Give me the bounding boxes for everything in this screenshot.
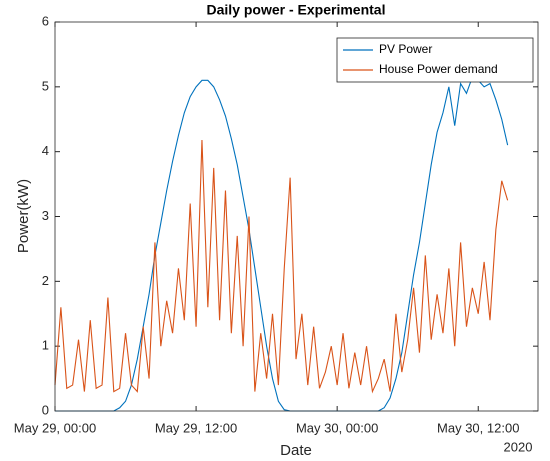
legend: PV Power House Power demand (336, 37, 534, 83)
series-line (54, 139, 509, 394)
y-tick-label: 5 (42, 78, 49, 93)
y-tick-label: 1 (42, 338, 49, 353)
y-tick-label: 3 (42, 208, 49, 223)
x-year-label: 2020 (504, 439, 533, 454)
x-tick-label: May 30, 12:00 (437, 420, 519, 435)
x-tick-label: May 30, 00:00 (296, 420, 378, 435)
x-axis-label: Date (280, 442, 312, 459)
axes-box (54, 21, 539, 412)
series-line (55, 76, 509, 412)
legend-label: PV Power (379, 42, 432, 56)
y-tick-label: 2 (42, 273, 49, 288)
y-tick-label: 6 (42, 13, 49, 28)
legend-label: House Power demand (379, 62, 498, 76)
x-tick-label: May 29, 00:00 (14, 420, 96, 435)
chart-title: Daily power - Experimental (207, 2, 386, 18)
y-axis-label: Power(kW) (15, 179, 32, 253)
legend-box (336, 37, 534, 83)
y-tick-label: 0 (42, 402, 49, 417)
x-tick-label: May 29, 12:00 (155, 420, 237, 435)
y-tick-label: 4 (42, 143, 49, 158)
